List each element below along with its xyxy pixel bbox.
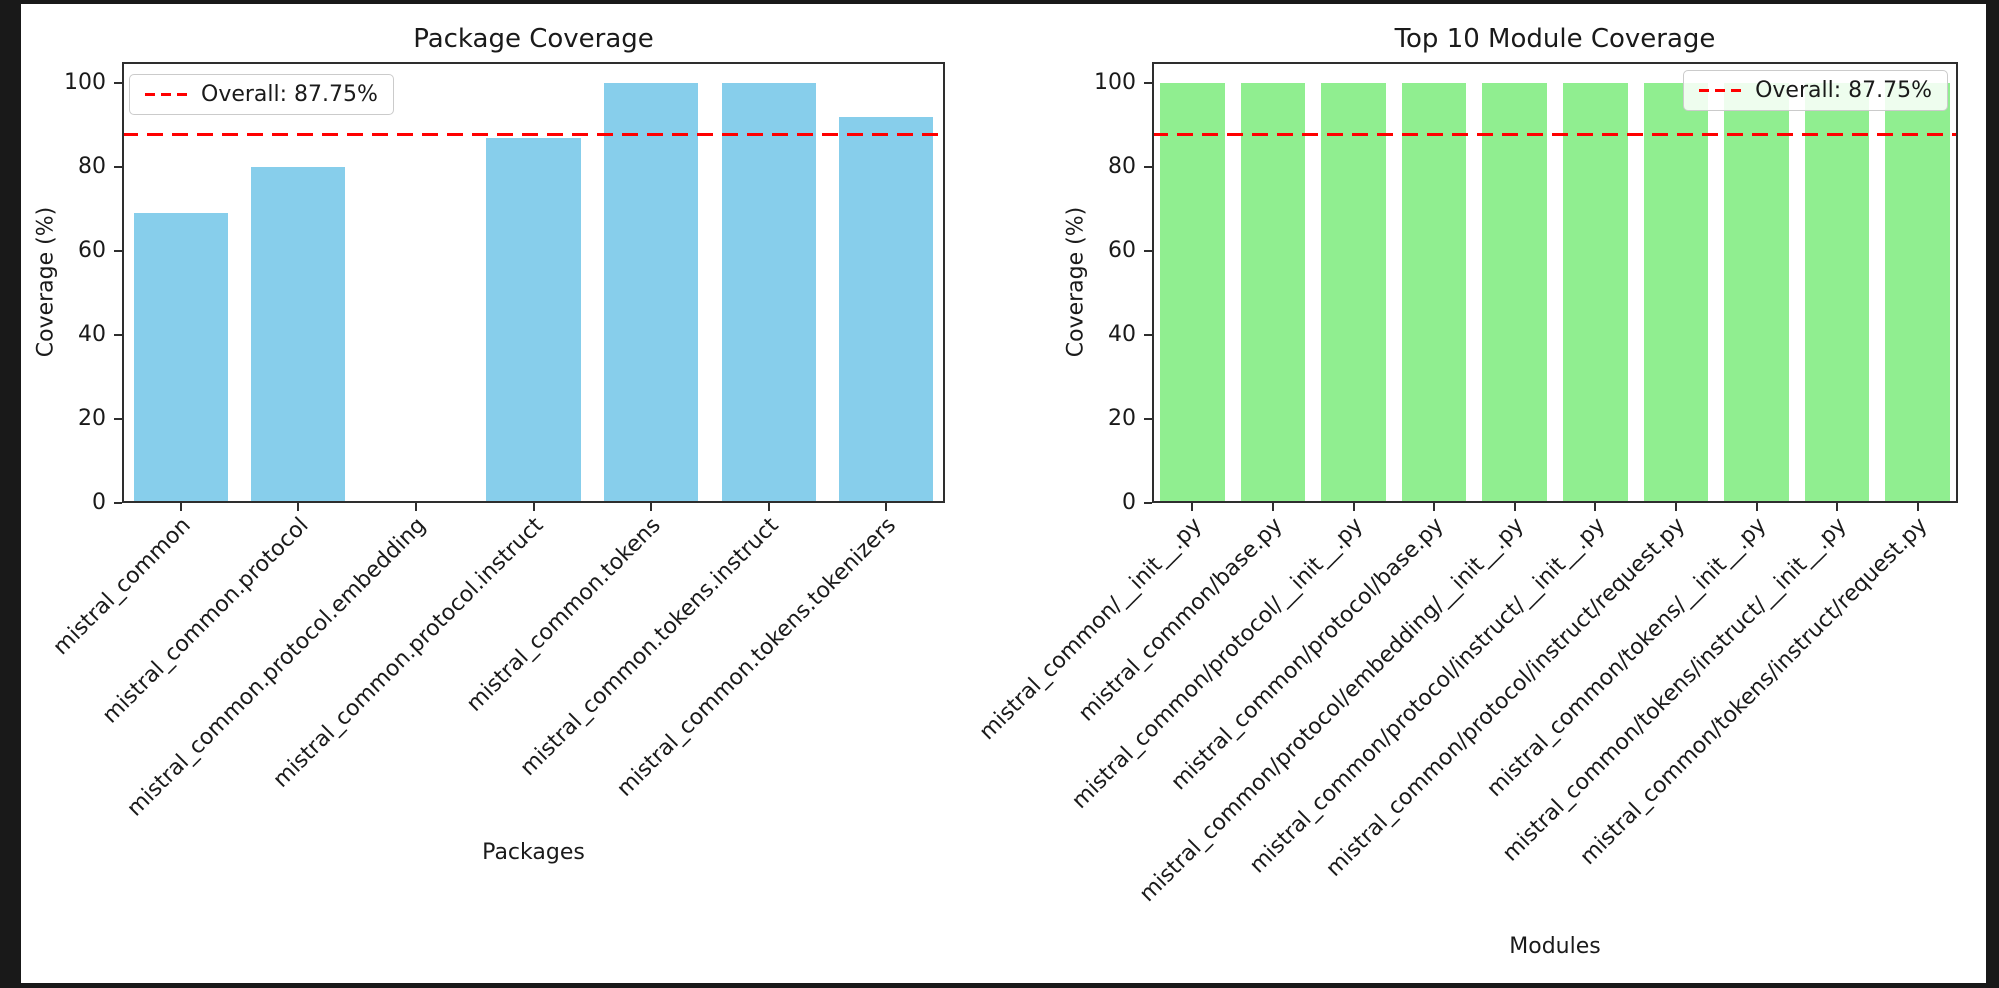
dashed-line-legend-swatch	[145, 93, 187, 96]
coverage-bar	[721, 83, 816, 503]
package-coverage-chart: Package Coverage Coverage (%) Packages O…	[21, 4, 1986, 983]
x-tick-label: mistral_common.protocol.embedding	[122, 513, 431, 822]
chart-title: Top 10 Module Coverage	[1394, 24, 1716, 54]
x-tick-mark	[767, 503, 770, 511]
plot-frame	[1152, 62, 1958, 503]
coverage-bar	[251, 167, 346, 503]
module-coverage-chart: Top 10 Module Coverage Coverage (%) Modu…	[21, 4, 1986, 983]
x-tick-label: mistral_common/protocol/embedding/__init…	[1135, 513, 1530, 908]
y-tick-mark	[1144, 166, 1152, 168]
y-tick-mark	[114, 502, 122, 504]
coverage-bar	[1401, 83, 1467, 503]
legend-label: Overall: 87.75%	[1755, 78, 1932, 103]
dashed-line-legend-swatch	[1699, 89, 1742, 92]
x-axis-label: Packages	[482, 840, 585, 865]
y-tick-label: 80	[78, 154, 106, 179]
x-tick-mark	[1674, 503, 1677, 511]
x-tick-label: mistral_common.tokens.instruct	[515, 513, 784, 781]
coverage-bar	[1563, 83, 1628, 503]
coverage-bar	[133, 213, 228, 503]
x-tick-mark	[297, 503, 300, 511]
x-axis-label: Modules	[1509, 934, 1601, 959]
x-tick-mark	[1916, 503, 1919, 511]
coverage-bar	[839, 116, 934, 503]
y-tick-mark	[114, 250, 122, 252]
coverage-bar	[1724, 83, 1789, 503]
y-axis-label: Coverage (%)	[33, 206, 59, 358]
x-tick-mark	[1594, 503, 1597, 511]
x-tick-mark	[179, 503, 182, 511]
x-tick-label: mistral_common/protocol/base.py	[1166, 513, 1449, 796]
y-tick-mark	[114, 418, 122, 420]
x-tick-label: mistral_common.tokens.tokenizers	[612, 513, 901, 802]
y-tick-label: 40	[1108, 322, 1136, 347]
x-tick-mark	[1352, 503, 1355, 511]
coverage-bar	[1160, 83, 1225, 503]
x-tick-mark	[650, 503, 653, 511]
x-tick-mark	[532, 503, 535, 511]
coverage-bar	[604, 83, 699, 503]
coverage-bar	[1885, 83, 1950, 503]
y-tick-mark	[1144, 502, 1152, 504]
x-tick-label: mistral_common/__init__.py	[974, 513, 1207, 746]
y-tick-mark	[114, 334, 122, 336]
x-tick-mark	[1836, 503, 1839, 511]
y-axis-label: Coverage (%)	[1063, 206, 1089, 358]
coverage-bar	[1240, 83, 1306, 503]
x-tick-label: mistral_common/base.py	[1074, 513, 1288, 727]
x-tick-mark	[1191, 503, 1194, 511]
x-tick-label: mistral_common.tokens	[462, 513, 666, 717]
x-tick-label: mistral_common/protocol/instruct/request…	[1321, 513, 1691, 882]
y-tick-label: 100	[1094, 70, 1136, 95]
x-tick-mark	[1513, 503, 1516, 511]
chart-title: Package Coverage	[413, 24, 654, 54]
x-tick-mark	[885, 503, 888, 511]
overall-coverage-line	[1152, 132, 1958, 136]
x-tick-mark	[1755, 503, 1758, 511]
y-tick-label: 60	[1108, 238, 1136, 263]
x-tick-label: mistral_common/protocol/instruct/__init_…	[1244, 513, 1610, 879]
coverage-bar	[1643, 83, 1709, 503]
x-tick-mark	[1271, 503, 1274, 511]
x-tick-mark	[414, 503, 417, 511]
y-tick-mark	[1144, 418, 1152, 420]
coverage-bar	[486, 137, 581, 503]
plot-frame	[122, 62, 945, 503]
x-tick-mark	[1433, 503, 1436, 511]
coverage-bar	[1482, 83, 1547, 503]
y-tick-label: 80	[1108, 154, 1136, 179]
x-tick-label: mistral_common/protocol/__init__.py	[1067, 513, 1369, 814]
y-tick-label: 0	[1122, 490, 1136, 515]
coverage-bar	[1804, 83, 1870, 503]
legend: Overall: 87.75%	[1683, 70, 1948, 111]
legend-label: Overall: 87.75%	[201, 82, 378, 107]
x-tick-label: mistral_common/tokens/__init__.py	[1482, 513, 1772, 802]
y-tick-label: 40	[78, 322, 106, 347]
y-tick-mark	[114, 82, 122, 84]
y-tick-label: 0	[92, 490, 106, 515]
figure-canvas: Package Coverage Coverage (%) Packages O…	[21, 4, 1986, 983]
y-tick-label: 20	[78, 406, 106, 431]
coverage-bar	[1321, 83, 1386, 503]
legend: Overall: 87.75%	[129, 74, 394, 115]
x-tick-label: mistral_common.protocol	[97, 513, 314, 729]
y-tick-mark	[1144, 334, 1152, 336]
y-tick-mark	[1144, 82, 1152, 84]
y-tick-mark	[1144, 250, 1152, 252]
x-tick-label: mistral_common/tokens/instruct/request.p…	[1575, 513, 1933, 870]
x-tick-label: mistral_common.protocol.instruct	[268, 513, 549, 793]
y-tick-label: 20	[1108, 406, 1136, 431]
x-tick-label: mistral_common	[48, 513, 196, 661]
overall-coverage-line	[122, 132, 945, 136]
y-tick-label: 60	[78, 238, 106, 263]
y-tick-label: 100	[64, 70, 106, 95]
y-tick-mark	[114, 166, 122, 168]
x-tick-label: mistral_common/tokens/instruct/__init__.…	[1498, 513, 1852, 867]
